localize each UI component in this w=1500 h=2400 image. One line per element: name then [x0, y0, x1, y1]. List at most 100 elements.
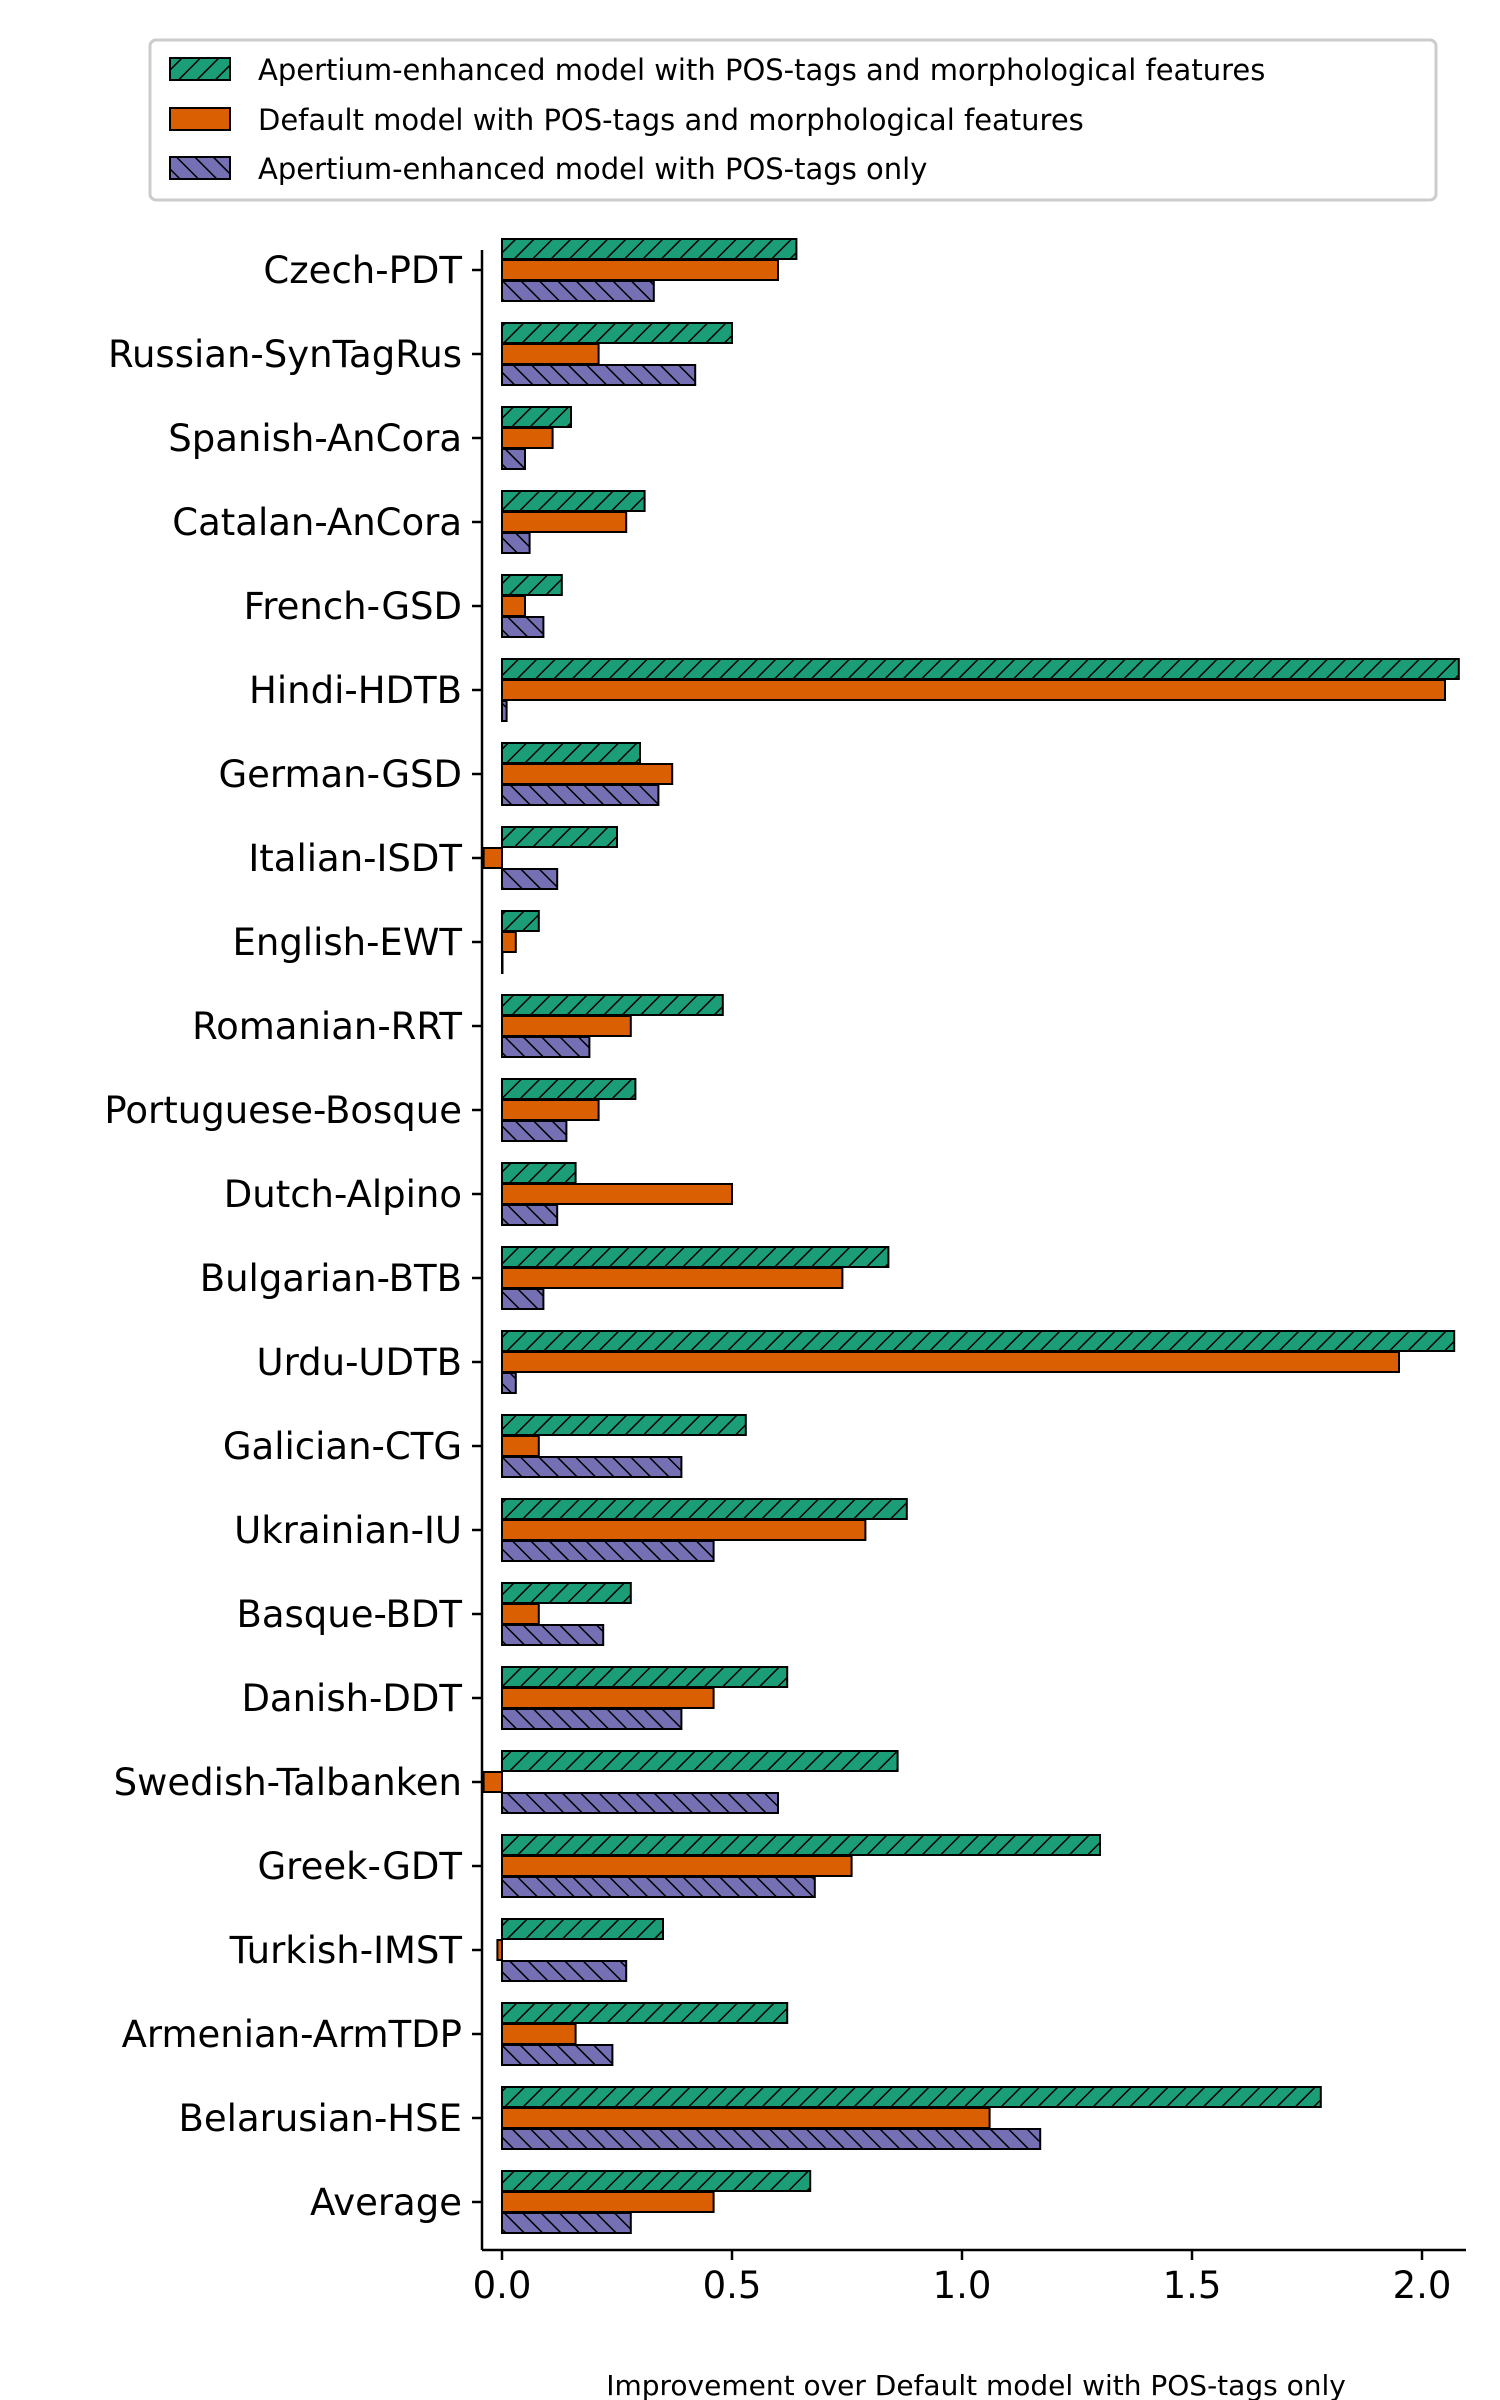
- bar-romanian-rrt-series-2: [501, 1015, 632, 1037]
- y-tick-label: Russian-SynTagRus: [108, 333, 462, 376]
- bar-english-ewt-series-3: [501, 952, 504, 974]
- y-tick-label: Belarusian-HSE: [179, 2097, 462, 2140]
- legend-entry-3: Apertium-enhanced model with POS-tags on…: [169, 152, 927, 186]
- bar-italian-isdt-series-2: [482, 847, 504, 869]
- bar-ukrainian-iu-series-2: [501, 1519, 867, 1541]
- bar-italian-isdt-series-3: [501, 868, 559, 890]
- bar-bulgarian-btb-series-1: [501, 1246, 890, 1268]
- legend-entry-2: Default model with POS-tags and morpholo…: [169, 103, 1084, 137]
- bar-italian-isdt-series-1: [501, 826, 618, 848]
- x-tick-label: 1.0: [933, 2264, 992, 2307]
- y-tick-label: Spanish-AnCora: [168, 417, 462, 460]
- bar-swedish-talbanken-series-1: [501, 1750, 899, 1772]
- legend-box: [148, 38, 1438, 202]
- bar-bulgarian-btb-series-3: [501, 1288, 545, 1310]
- y-tick-label: Bulgarian-BTB: [200, 1257, 462, 1300]
- bar-armenian-armtdp-series-1: [501, 2002, 789, 2024]
- bar-russian-syntagrus-series-2: [501, 343, 600, 365]
- bar-urdu-udtb-series-1: [501, 1330, 1456, 1352]
- bar-danish-ddt-series-1: [501, 1666, 789, 1688]
- y-tick-label: Dutch-Alpino: [224, 1173, 462, 1216]
- legend-label-1: Apertium-enhanced model with POS-tags an…: [258, 53, 1265, 87]
- bar-portuguese-bosque-series-2: [501, 1099, 600, 1121]
- bar-ukrainian-iu-series-3: [501, 1540, 715, 1562]
- y-tick-label: English-EWT: [232, 921, 462, 964]
- bar-danish-ddt-series-3: [501, 1708, 683, 1730]
- bar-catalan-ancora-series-3: [501, 532, 531, 554]
- bar-dutch-alpino-series-1: [501, 1162, 577, 1184]
- legend-label-3: Apertium-enhanced model with POS-tags on…: [258, 152, 927, 186]
- y-tick-label: French-GSD: [244, 585, 462, 628]
- bar-dutch-alpino-series-2: [501, 1183, 733, 1205]
- legend-entry-1: Apertium-enhanced model with POS-tags an…: [169, 53, 1265, 87]
- bar-english-ewt-series-1: [501, 910, 540, 932]
- bar-german-gsd-series-1: [501, 742, 641, 764]
- bar-belarusian-hse-series-2: [501, 2107, 991, 2129]
- bar-belarusian-hse-series-1: [501, 2086, 1322, 2108]
- bar-dutch-alpino-series-3: [501, 1204, 559, 1226]
- bar-russian-syntagrus-series-1: [501, 322, 733, 344]
- y-tick-label: Romanian-RRT: [192, 1005, 462, 1048]
- y-tick-label: Basque-BDT: [236, 1593, 462, 1636]
- bar-basque-bdt-series-1: [501, 1582, 632, 1604]
- bars-layer: [482, 238, 1460, 2234]
- y-tick-label: Swedish-Talbanken: [114, 1761, 462, 1804]
- bar-turkish-imst-series-3: [501, 1960, 628, 1982]
- y-tick-label: Greek-GDT: [258, 1845, 463, 1888]
- y-tick-label: Turkish-IMST: [229, 1929, 463, 1972]
- bar-spanish-ancora-series-3: [501, 448, 526, 470]
- bar-portuguese-bosque-series-1: [501, 1078, 637, 1100]
- bar-french-gsd-series-2: [501, 595, 526, 617]
- x-tick-label: 2.0: [1393, 2264, 1452, 2307]
- y-tick-label: Czech-PDT: [263, 249, 462, 292]
- bar-greek-gdt-series-3: [501, 1876, 816, 1898]
- x-axis-label: Improvement over Default model with POS-…: [606, 2369, 1346, 2400]
- bar-galician-ctg-series-3: [501, 1456, 683, 1478]
- legend: Apertium-enhanced model with POS-tags an…: [148, 38, 1438, 202]
- bar-czech-pdt-series-2: [501, 259, 779, 281]
- bar-english-ewt-series-2: [501, 931, 517, 953]
- bar-german-gsd-series-2: [501, 763, 674, 785]
- bar-greek-gdt-series-1: [501, 1834, 1101, 1856]
- bar-urdu-udtb-series-2: [501, 1351, 1400, 1373]
- x-tick-label: 0.0: [473, 2264, 532, 2307]
- bar-galician-ctg-series-1: [501, 1414, 747, 1436]
- bar-hindi-hdtb-series-3: [501, 700, 508, 722]
- bar-bulgarian-btb-series-2: [501, 1267, 844, 1289]
- bar-hindi-hdtb-series-2: [501, 679, 1446, 701]
- bar-hindi-hdtb-series-1: [501, 658, 1460, 680]
- y-tick-label: Ukrainian-IU: [234, 1509, 462, 1552]
- bar-czech-pdt-series-3: [501, 280, 655, 302]
- y-tick-label: Catalan-AnCora: [172, 501, 462, 544]
- x-tick-label: 1.5: [1163, 2264, 1222, 2307]
- bar-turkish-imst-series-1: [501, 1918, 664, 1940]
- x-axis: 0.0 0.5 1.0 1.5 2.0: [473, 2248, 1466, 2307]
- bar-armenian-armtdp-series-2: [501, 2023, 577, 2045]
- y-axis: Czech-PDT Russian-SynTagRus Spanish-AnCora…: [104, 249, 484, 2250]
- legend-swatch-3: [169, 156, 231, 180]
- bar-russian-syntagrus-series-3: [501, 364, 697, 386]
- legend-swatch-2: [169, 107, 231, 131]
- bar-catalan-ancora-series-2: [501, 511, 628, 533]
- bar-belarusian-hse-series-3: [501, 2128, 1042, 2150]
- x-tick-label: 0.5: [703, 2264, 762, 2307]
- bar-danish-ddt-series-2: [501, 1687, 715, 1709]
- bar-swedish-talbanken-series-3: [501, 1792, 779, 1814]
- bar-portuguese-bosque-series-3: [501, 1120, 568, 1142]
- bar-greek-gdt-series-2: [501, 1855, 853, 1877]
- bar-swedish-talbanken-series-2: [482, 1771, 504, 1793]
- y-tick-label: Hindi-HDTB: [249, 669, 462, 712]
- bar-ukrainian-iu-series-1: [501, 1498, 908, 1520]
- bar-spanish-ancora-series-1: [501, 406, 572, 428]
- y-tick-label: German-GSD: [218, 753, 462, 796]
- bar-galician-ctg-series-2: [501, 1435, 540, 1457]
- y-tick-label: Danish-DDT: [241, 1677, 462, 1720]
- bar-spanish-ancora-series-2: [501, 427, 554, 449]
- bar-french-gsd-series-3: [501, 616, 545, 638]
- bar-czech-pdt-series-1: [501, 238, 798, 260]
- bar-average-series-2: [501, 2191, 715, 2213]
- bar-catalan-ancora-series-1: [501, 490, 646, 512]
- bar-average-series-1: [501, 2170, 812, 2192]
- y-tick-label: Galician-CTG: [223, 1425, 462, 1468]
- bar-turkish-imst-series-2: [496, 1939, 503, 1961]
